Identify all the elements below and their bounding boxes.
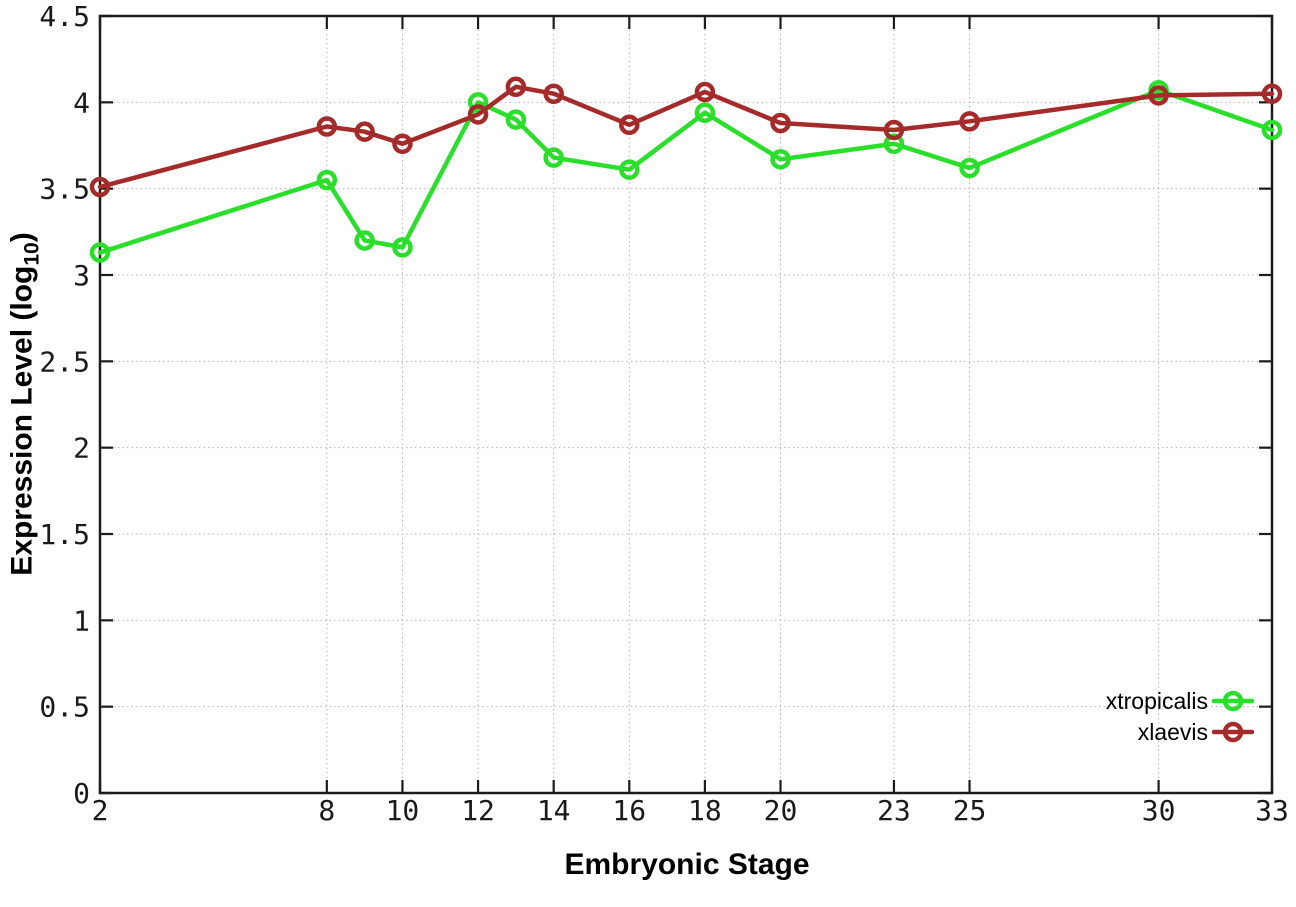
data-point-marker	[694, 81, 716, 103]
data-point-marker	[316, 169, 338, 191]
series-line-xlaevis	[97, 84, 1275, 190]
data-point-marker	[505, 109, 527, 130]
y-tick-label: 0.5	[39, 691, 90, 724]
legend-marker	[1222, 690, 1244, 712]
data-point-marker	[770, 112, 791, 134]
data-point-marker	[1261, 83, 1283, 104]
y-axis-title-text: Expression Level (log	[5, 265, 39, 576]
data-point-marker	[316, 116, 338, 137]
data-point-marker	[392, 237, 413, 258]
data-point-marker	[1148, 85, 1169, 106]
axis-ticks	[98, 14, 1274, 795]
legend: xtropicalis xlaevis	[1106, 688, 1255, 745]
x-tick-label: 2	[92, 794, 109, 827]
data-point-marker	[543, 147, 564, 168]
x-tick-label: 16	[612, 794, 646, 827]
x-axis-title: Embryonic Stage	[564, 848, 810, 881]
x-tick-label: 25	[953, 794, 987, 827]
data-point-marker	[354, 121, 375, 142]
y-axis-title-subscript: 10	[20, 242, 44, 266]
x-tick-label: 23	[877, 794, 911, 827]
data-point-marker	[392, 133, 413, 155]
data-point-marker	[354, 230, 375, 251]
y-axis-title: Expression Level (log10)	[6, 232, 45, 575]
data-point-marker	[89, 242, 111, 263]
series-markers-xlaevis	[89, 76, 1283, 198]
y-tick-label: 3.5	[39, 173, 90, 206]
x-tick-label: 30	[1142, 794, 1176, 827]
y-tick-label: 0	[73, 777, 90, 810]
legend-label: xtropicalis	[1106, 688, 1208, 714]
x-tick-label: 12	[461, 794, 495, 827]
data-point-marker	[89, 176, 111, 198]
plot-border	[98, 14, 1274, 795]
series-markers-xtropicalis	[89, 79, 1283, 263]
data-point-marker	[1261, 119, 1283, 141]
data-point-marker	[467, 92, 489, 113]
y-tick-label: 2	[73, 432, 90, 465]
data-point-marker	[619, 159, 640, 180]
y-axis-title-suffix: )	[5, 232, 39, 243]
data-point-marker	[505, 76, 527, 98]
y-tick-label: 1.5	[39, 518, 90, 551]
x-tick-label: 20	[764, 794, 798, 827]
y-tick-label: 2.5	[39, 345, 90, 378]
y-tick-label: 4.5	[39, 0, 90, 33]
x-tick-label: 14	[537, 794, 571, 827]
data-point-marker	[959, 157, 980, 179]
x-tick-label: 10	[386, 794, 420, 827]
legend-marker	[1222, 721, 1244, 743]
x-tick-label: 18	[688, 794, 722, 827]
legend-label: xlaevis	[1138, 719, 1208, 745]
y-tick-label: 4	[73, 86, 90, 119]
data-point-marker	[959, 111, 980, 132]
data-point-marker	[770, 149, 791, 170]
y-tick-label: 1	[73, 604, 90, 637]
data-point-marker	[543, 83, 564, 104]
tick-labels: 2 8 10 12 14 16 18 20 23 25 30 33 0 0.5 1 1.5 2 2.5 3 3.5 4 4…	[39, 0, 1288, 827]
x-tick-label: 8	[318, 794, 335, 827]
x-tick-label: 33	[1255, 794, 1289, 827]
data-point-marker	[694, 102, 716, 123]
series-line-xtropicalis	[97, 87, 1275, 255]
grid	[100, 16, 1272, 793]
data-point-marker	[467, 104, 489, 125]
y-tick-label: 3	[73, 259, 90, 292]
data-point-marker	[619, 114, 640, 136]
data-point-marker	[883, 119, 905, 141]
